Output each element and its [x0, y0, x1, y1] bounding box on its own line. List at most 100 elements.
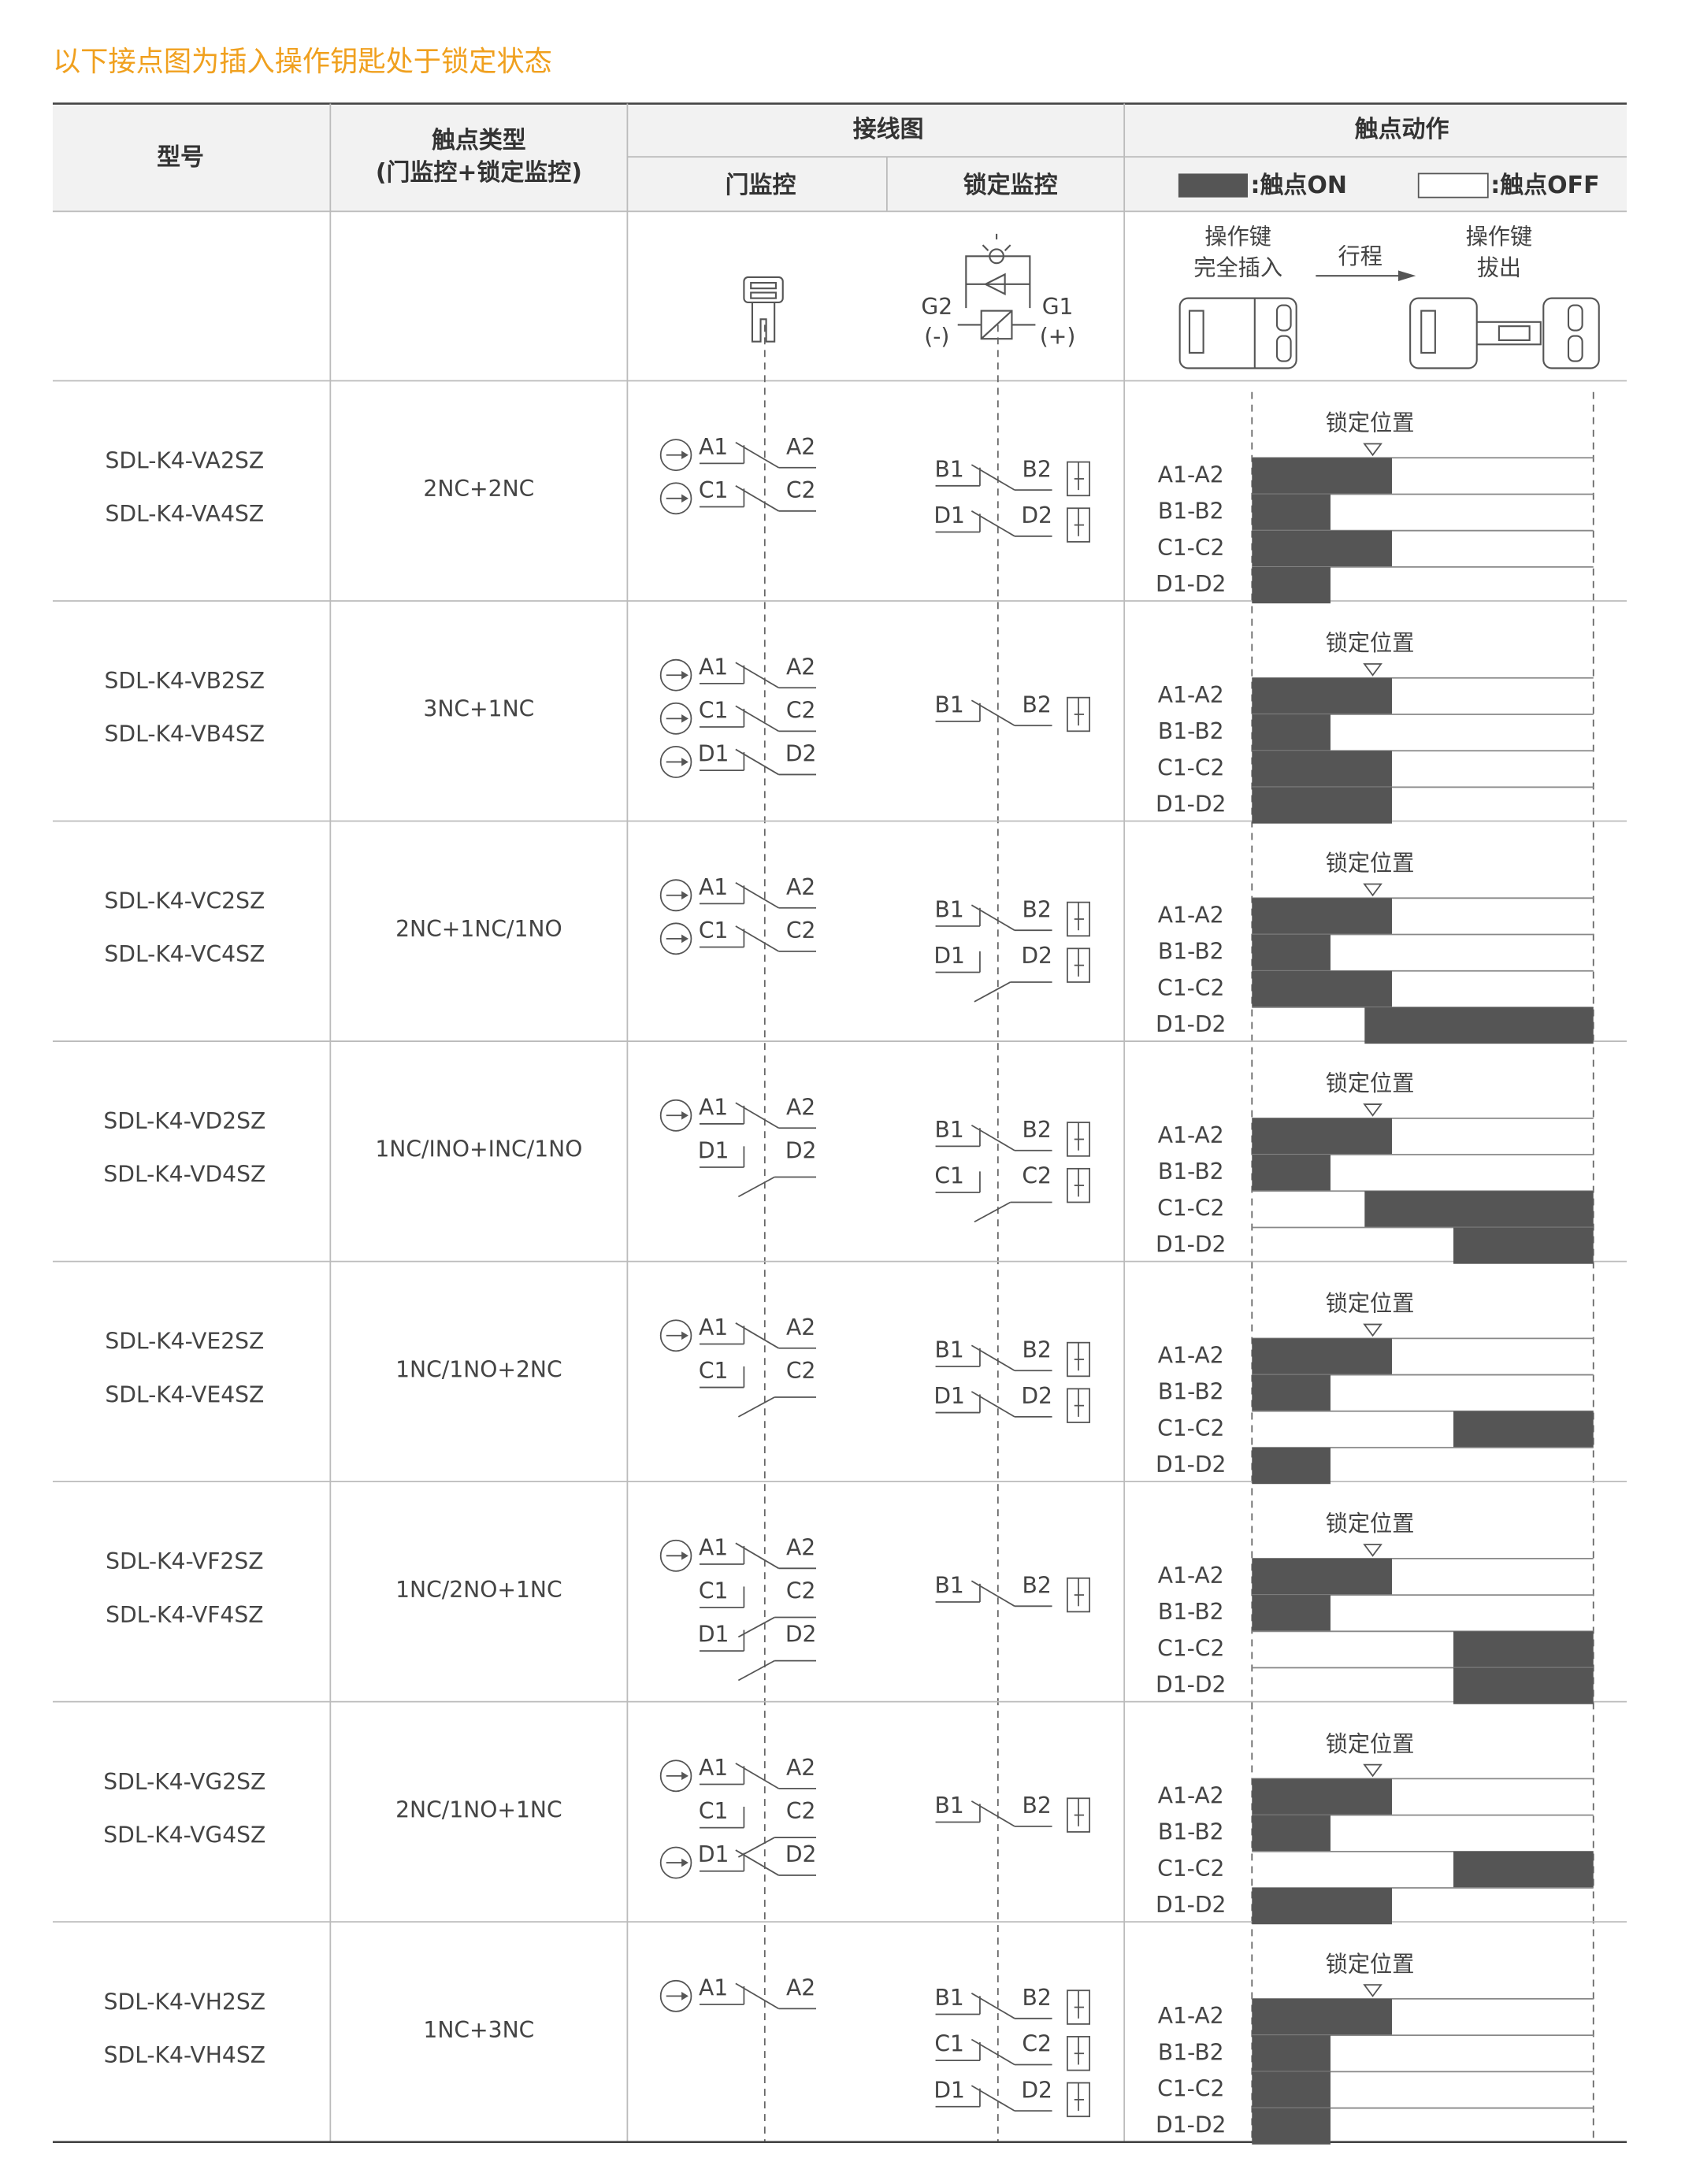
- contact-from: A1: [699, 434, 728, 460]
- contact-line: [971, 1993, 1015, 2019]
- contact-type: 1NC/2NO+1NC: [395, 1577, 562, 1603]
- contact-to: D2: [785, 740, 817, 766]
- contact-on-bar: [1252, 1595, 1331, 1632]
- action-label: A1-A2: [1158, 1342, 1224, 1368]
- header-contact-type: 触点类型: [432, 127, 526, 154]
- action-label: A1-A2: [1158, 1563, 1224, 1589]
- model: SDL-K4-VF4SZ: [106, 1602, 263, 1628]
- key-in-label: 完全插入: [1193, 254, 1282, 280]
- contact-to: C2: [786, 1578, 816, 1604]
- contact-on-bar: [1252, 787, 1392, 824]
- forced-arrow-head: [681, 494, 688, 503]
- action-label: B1-B2: [1158, 1159, 1224, 1185]
- contact-to: B2: [1023, 456, 1052, 482]
- contact-on-bar: [1453, 1631, 1594, 1668]
- contact-from: D1: [698, 1137, 729, 1163]
- contact-on-bar: [1252, 530, 1392, 567]
- header-model: 型号: [157, 143, 204, 171]
- model: SDL-K4-VH2SZ: [104, 1989, 265, 2015]
- contact-type: 3NC+1NC: [423, 696, 534, 722]
- action-label: A1-A2: [1158, 682, 1224, 708]
- contact-from: A1: [699, 1974, 728, 2000]
- contact-from: B1: [935, 1117, 964, 1143]
- model: SDL-K4-VE4SZ: [105, 1381, 264, 1407]
- header-lock: 锁定监控: [963, 172, 1058, 199]
- contact-from: C1: [699, 1798, 729, 1824]
- contact-on-bar: [1252, 1815, 1331, 1852]
- contact-to: B2: [1023, 1572, 1052, 1598]
- contact-from: C1: [699, 697, 729, 723]
- forced-arrow-head: [681, 670, 688, 680]
- model: SDL-K4-VB2SZ: [105, 668, 265, 694]
- contact-from: C1: [934, 1162, 964, 1188]
- contact-to: A2: [786, 434, 815, 460]
- lock-position-marker: [1363, 443, 1383, 457]
- contact-to: B2: [1023, 692, 1052, 717]
- legend-on: :触点ON: [1251, 172, 1347, 199]
- header-contact-type-note: (门监控+锁定监控): [376, 159, 582, 187]
- contact-type: 1NC/1NO+2NC: [395, 1356, 562, 1382]
- action-label: C1-C2: [1157, 535, 1224, 561]
- contact-line: [971, 1391, 1015, 1418]
- action-label: B1-B2: [1158, 939, 1224, 965]
- contact-from: D1: [698, 1841, 729, 1867]
- contact-from: A1: [699, 1755, 728, 1781]
- contact-line: [971, 510, 1015, 537]
- contact-on-bar: [1252, 458, 1392, 495]
- action-label: B1-B2: [1158, 1599, 1224, 1625]
- forced-open-mark: [659, 1846, 692, 1879]
- action-label: D1-D2: [1156, 1452, 1226, 1478]
- model: SDL-K4-VE2SZ: [105, 1329, 264, 1355]
- contact-from: A1: [699, 1534, 728, 1560]
- lock-position-marker: [1363, 883, 1383, 897]
- lock-position-label: 锁定位置: [1326, 1291, 1415, 1317]
- action-label: B1-B2: [1158, 1819, 1224, 1845]
- lock-position-marker: [1363, 1323, 1383, 1337]
- contact-line: [737, 1659, 775, 1682]
- contact-to: C2: [1022, 2030, 1052, 2056]
- contact-to: A2: [786, 1974, 815, 2000]
- action-label: D1-D2: [1156, 1892, 1226, 1918]
- contact-to: B2: [1023, 1985, 1052, 2011]
- legend-on-swatch: [1178, 173, 1248, 198]
- forced-open-mark: [659, 482, 692, 515]
- contact-to: B2: [1023, 1117, 1052, 1143]
- key-out-label: 操作键: [1466, 224, 1533, 250]
- contact-line: [735, 662, 779, 688]
- contact-line: [971, 699, 1015, 726]
- lock-position-marker: [1363, 1763, 1383, 1778]
- contact-line: [971, 2085, 1015, 2112]
- contact-line: [735, 1322, 779, 1349]
- contact-to: B2: [1023, 896, 1052, 922]
- contact-on-bar: [1252, 566, 1331, 604]
- contact-on-bar: [1453, 1411, 1594, 1448]
- contact-from: B1: [935, 1572, 964, 1598]
- action-label: A1-A2: [1158, 2003, 1224, 2029]
- contact-to: B2: [1023, 1793, 1052, 1819]
- legend-off: :触点OFF: [1490, 172, 1599, 199]
- forced-open-mark: [659, 879, 692, 912]
- contact-on-bar: [1453, 1667, 1594, 1704]
- contact-on-bar: [1252, 1155, 1331, 1192]
- forced-open-mark: [659, 439, 692, 472]
- contact-to: C2: [786, 477, 816, 503]
- contact-from: B1: [935, 692, 964, 717]
- model: SDL-K4-VD4SZ: [103, 1162, 265, 1188]
- contact-on-bar: [1252, 1558, 1392, 1596]
- forced-open-mark: [659, 1099, 692, 1132]
- model: SDL-K4-VG2SZ: [103, 1769, 265, 1795]
- contact-line: [735, 748, 779, 776]
- contact-on-bar: [1252, 714, 1331, 751]
- contact-line: [737, 1176, 775, 1198]
- contact-line: [735, 1982, 779, 2010]
- contact-from: D1: [698, 1622, 729, 1648]
- forced-open-mark: [659, 745, 692, 778]
- action-label: A1-A2: [1158, 462, 1224, 488]
- contact-line: [971, 1344, 1015, 1372]
- lock-position-marker: [1363, 1103, 1383, 1117]
- contact-on-bar: [1252, 677, 1392, 715]
- action-label: C1-C2: [1157, 1856, 1224, 1882]
- header-bg: [52, 105, 1627, 212]
- contact-on-bar: [1252, 1998, 1392, 2036]
